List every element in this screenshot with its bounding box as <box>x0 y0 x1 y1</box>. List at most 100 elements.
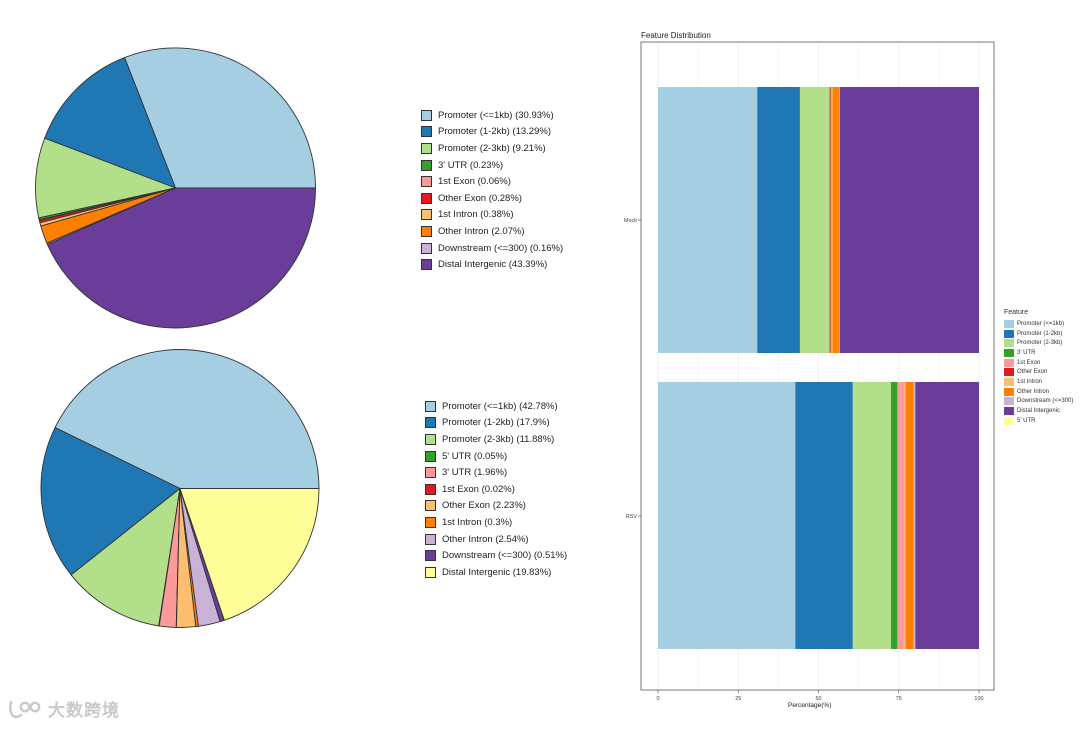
bar-x-tick-label: 25 <box>735 696 741 702</box>
bar-legend-item: 1st Exon <box>1004 358 1073 368</box>
bar-legend-label: 5' UTR <box>1017 417 1036 424</box>
bar-x-tick-label: 75 <box>896 696 902 702</box>
pie-rsv-legend-label: 3' UTR (1.96%) <box>442 467 508 479</box>
pie-rsv-legend-label: Promoter (<=1kb) (42.78%) <box>442 400 558 412</box>
pie-mock-legend-swatch <box>421 192 432 204</box>
pie-legend-rsv: Promoter (<=1kb) (42.78%) Promoter (1-2kb… <box>425 398 567 581</box>
bar-segment-rsv-7 <box>897 382 905 649</box>
bar-legend-item: Other Intron <box>1004 387 1073 397</box>
pie-mock-slice-10 <box>46 187 316 329</box>
bar-legend-swatch <box>1004 329 1014 338</box>
pie-rsv-legend-label: Distal Intergenic (19.83%) <box>442 566 552 578</box>
bar-legend-label: 1st Intron <box>1017 378 1043 385</box>
pie-rsv-legend-swatch <box>425 467 436 479</box>
pie-rsv-legend-swatch <box>425 516 436 528</box>
pie-rsv-legend-swatch <box>425 550 436 562</box>
bar-segment-mock-7 <box>831 87 833 353</box>
pie-mock-legend-swatch <box>421 159 432 171</box>
pie-rsv-legend-swatch <box>425 500 436 512</box>
pie-chart-mock <box>35 47 316 329</box>
bar-legend-swatch <box>1004 368 1014 377</box>
pie-mock-legend-swatch <box>421 176 432 188</box>
bar-legend-swatch <box>1004 339 1014 348</box>
bar-segment-rsv-9 <box>905 382 914 649</box>
pie-rsv-legend-swatch <box>425 450 436 462</box>
pie-rsv-legend-item: Downstream (<=300) (0.51%) <box>425 547 567 564</box>
pie-mock-legend-label: 3' UTR (0.23%) <box>438 159 504 171</box>
watermark: 大数跨境 <box>8 696 120 721</box>
bar-legend-swatch <box>1004 387 1014 396</box>
pie-mock-legend-swatch <box>421 126 432 138</box>
bar-legend-label: Promoter (2-3kb) <box>1017 340 1063 347</box>
pie-rsv-legend-label: Other Exon (2.23%) <box>442 500 526 512</box>
bar-legend: Feature Promoter (<=1kb) Promoter (1-2kb)… <box>1004 309 1073 426</box>
watermark-logo-icon <box>9 700 41 718</box>
bar-legend-label: Promoter (<=1kb) <box>1017 320 1065 327</box>
pie-rsv-legend-item: Other Exon (2.23%) <box>425 498 567 515</box>
bar-legend-item: 3' UTR <box>1004 348 1073 358</box>
pie-chart-rsv <box>40 349 320 628</box>
pie-rsv-legend-item: Promoter (<=1kb) (42.78%) <box>425 398 567 415</box>
bar-legend-swatch <box>1004 348 1014 357</box>
bar-legend-item: 1st Intron <box>1004 377 1073 387</box>
pie-rsv-legend-swatch <box>425 566 436 578</box>
pie-rsv-legend-item: Distal Intergenic (19.83%) <box>425 564 567 581</box>
pie-mock-legend-item: Other Exon (0.28%) <box>421 190 563 207</box>
pie-rsv-legend-swatch <box>425 433 436 445</box>
pie-mock-legend-item: Downstream (<=300) (0.16%) <box>421 240 563 257</box>
pie-rsv-slice-3 <box>70 487 181 627</box>
pie-mock-legend-label: 1st Exon (0.06%) <box>438 176 511 188</box>
pie-rsv-legend-item: 3' UTR (1.96%) <box>425 464 567 481</box>
bar-segment-rsv-2 <box>795 382 853 649</box>
bar-legend-label: Downstream (<=300) <box>1017 398 1074 405</box>
bar-segment-rsv-3 <box>852 382 891 649</box>
pie-rsv-slice-1 <box>54 349 320 489</box>
bar-legend-item: 5' UTR <box>1004 416 1073 426</box>
pie-mock-legend-label: Promoter (1-2kb) (13.29%) <box>438 126 551 138</box>
bar-legend-swatch <box>1004 377 1014 386</box>
pie-mock-slice-1 <box>123 47 316 189</box>
bar-legend-label: Other Intron <box>1017 388 1050 395</box>
pie-mock-legend-item: Other Intron (2.07%) <box>421 223 563 240</box>
bar-legend-item: Promoter (<=1kb) <box>1004 319 1073 329</box>
pie-mock-legend-label: Other Intron (2.07%) <box>438 225 525 237</box>
bar-legend-item: Distal Intergenic <box>1004 406 1073 416</box>
bar-segment-rsv-1 <box>658 382 796 649</box>
bar-segment-mock-10 <box>839 87 979 353</box>
bar-x-tick-label: 0 <box>656 696 659 702</box>
bar-segment-rsv-5 <box>891 382 898 649</box>
bar-y-tick-label: RSV <box>626 514 638 520</box>
pie-rsv-legend-label: 5' UTR (0.05%) <box>442 450 508 462</box>
bar-segment-mock-9 <box>839 87 840 353</box>
pie-rsv-legend-swatch <box>425 400 436 412</box>
bar-legend-title: Feature <box>1004 309 1029 316</box>
pie-rsv-legend-label: Promoter (1-2kb) (17.9%) <box>442 417 550 429</box>
bar-segment-mock-1 <box>658 87 758 353</box>
pie-mock-legend-label: Downstream (<=300) (0.16%) <box>438 242 564 254</box>
pie-rsv-legend-item: Promoter (2-3kb) (11.88%) <box>425 431 567 448</box>
bar-legend-item: Downstream (<=300) <box>1004 397 1073 407</box>
bar-chart-title: Feature Distribution <box>641 31 711 40</box>
bar-x-tick-label: 100 <box>974 696 983 702</box>
pie-rsv-legend-item: Other Intron (2.54%) <box>425 531 567 548</box>
bar-segment-mock-4 <box>829 87 831 353</box>
pie-mock-legend-item: Promoter (<=1kb) (30.93%) <box>421 107 563 124</box>
bar-legend-swatch <box>1004 416 1014 425</box>
pie-rsv-legend-label: Promoter (2-3kb) (11.88%) <box>442 433 555 445</box>
pie-mock-legend-item: 3' UTR (0.23%) <box>421 157 563 174</box>
pie-rsv-legend-item: 1st Intron (0.3%) <box>425 514 567 531</box>
bar-y-tick-label: Mock <box>624 218 637 224</box>
pie-rsv-legend-label: Downstream (<=300) (0.51%) <box>442 550 568 562</box>
pie-rsv-legend-label: 1st Intron (0.3%) <box>442 516 513 528</box>
pie-rsv-legend-item: 5' UTR (0.05%) <box>425 448 567 465</box>
pie-rsv-legend-swatch <box>425 483 436 495</box>
pie-mock-legend-item: Promoter (1-2kb) (13.29%) <box>421 124 563 141</box>
bar-legend-label: Distal Intergenic <box>1017 408 1061 415</box>
pie-mock-legend-item: 1st Exon (0.06%) <box>421 173 563 190</box>
bar-segment-mock-2 <box>757 87 800 353</box>
pie-rsv-legend-label: 1st Exon (0.02%) <box>442 483 515 495</box>
pie-mock-legend-swatch <box>421 209 432 221</box>
pie-rsv-legend-item: 1st Exon (0.02%) <box>425 481 567 498</box>
pie-mock-legend-swatch <box>421 109 432 121</box>
pie-legend-mock: Promoter (<=1kb) (30.93%) Promoter (1-2kb… <box>421 107 563 273</box>
